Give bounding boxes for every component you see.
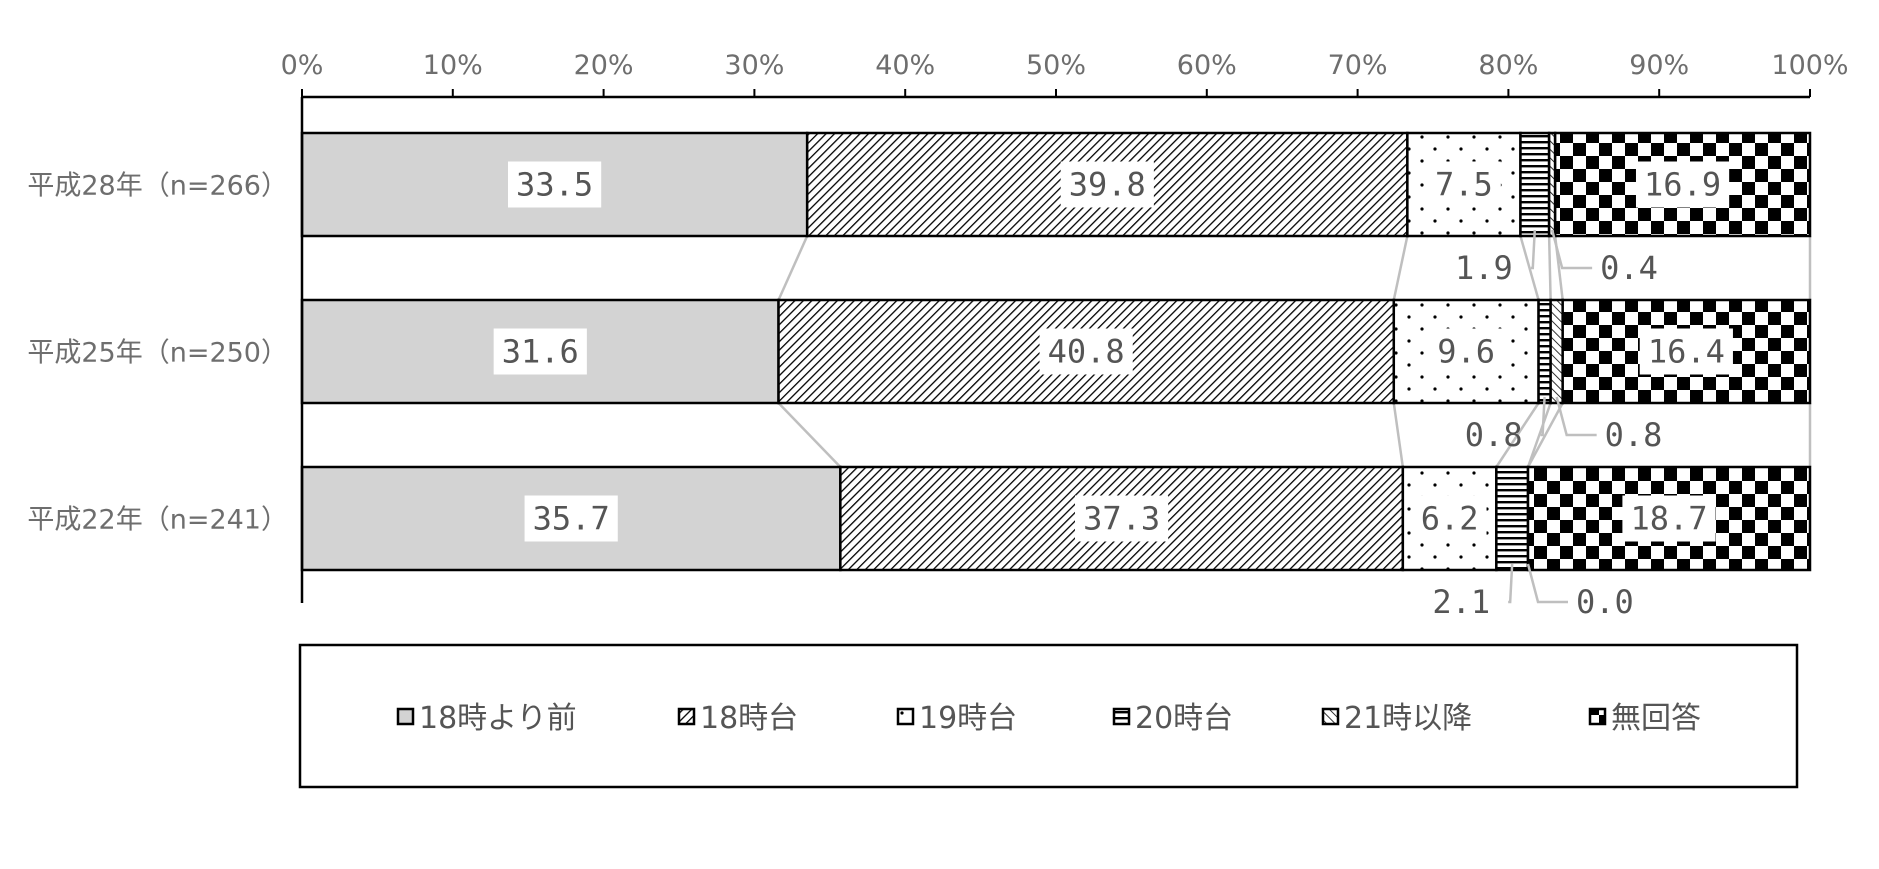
series-line (1392, 402, 1405, 468)
x-tick-label: 50% (1026, 50, 1086, 81)
x-tick-label: 70% (1328, 50, 1388, 81)
data-label: 2.1 (1432, 583, 1490, 621)
series-line (1519, 235, 1540, 301)
series-line (1526, 402, 1564, 468)
x-tick-label: 0% (281, 50, 324, 81)
legend-swatch (1588, 707, 1607, 726)
data-label: 18.7 (1630, 500, 1707, 538)
series-line (1392, 235, 1409, 301)
data-label: 33.5 (516, 166, 593, 204)
data-label: 40.8 (1048, 333, 1125, 371)
legend-label: 20時台 (1135, 701, 1233, 736)
x-tick-label: 10% (423, 50, 483, 81)
series-line (1547, 235, 1552, 301)
data-label-bg (1622, 495, 1716, 542)
data-label-bg (493, 328, 587, 375)
legend-box (298, 643, 1799, 789)
data-label: 1.9 (1455, 249, 1513, 287)
legend-label: 18時台 (700, 701, 798, 736)
data-label: 0.8 (1605, 416, 1663, 454)
x-tick-label: 80% (1478, 50, 1538, 81)
data-label-bg (1060, 161, 1154, 208)
data-label: 9.6 (1437, 333, 1495, 371)
data-label-leader (1526, 563, 1569, 604)
series-line (1526, 402, 1552, 468)
x-tick-label: 20% (574, 50, 634, 81)
data-label: 16.4 (1648, 333, 1725, 371)
data-label-bg (1039, 328, 1133, 375)
category-axis: 平成28年（n=266） 平成25年（n=250） 平成22年（n=241） (27, 171, 288, 536)
legend-swatch (1112, 707, 1131, 726)
legend-swatch (396, 707, 415, 726)
data-label-leader (1508, 563, 1514, 604)
x-tick-label: 30% (724, 50, 784, 81)
data-label-bg (1639, 328, 1733, 375)
x-tick-label: 60% (1177, 50, 1237, 81)
category-label: 平成22年（n=241） (27, 505, 288, 536)
data-label-bg (507, 161, 602, 208)
legend-swatch (1321, 707, 1340, 726)
data-label-leader (1540, 396, 1546, 437)
legend: 18時より前 18時台 19時台 20時台 21時以降 無回答 (298, 643, 1799, 789)
legend-swatch (896, 707, 915, 726)
x-axis: 0% 10% 20% 30% 40% 50% 60% 70% 80% 90% 100% (281, 50, 1849, 603)
legend-label: 21時以降 (1344, 701, 1472, 736)
data-labels: 33.5 39.8 7.5 1.9 0.4 16.9 31.6 40.8 9.6 0.8 0.8 16… (493, 161, 1733, 621)
series-line (777, 235, 809, 301)
data-label-leader (1555, 396, 1597, 437)
data-label-bg (1635, 161, 1730, 208)
series-connector-lines (777, 235, 1812, 468)
data-label-bg (524, 495, 618, 542)
category-label: 平成25年（n=250） (27, 338, 288, 369)
data-label: 39.8 (1069, 166, 1146, 204)
bar-segment (1495, 465, 1530, 572)
legend-label: 無回答 (1611, 701, 1701, 736)
series-line (1495, 402, 1540, 468)
x-tick-label: 100% (1771, 50, 1848, 81)
data-label: 0.4 (1600, 249, 1658, 287)
data-label: 37.3 (1083, 500, 1160, 538)
bar-segment (1519, 131, 1551, 238)
legend-label: 18時より前 (419, 701, 577, 736)
data-label-bg (1412, 495, 1487, 542)
data-label: 35.7 (533, 500, 610, 538)
series-line (777, 402, 842, 468)
bar-segment (1537, 298, 1552, 405)
data-label: 0.0 (1576, 583, 1634, 621)
data-label-bg (1426, 161, 1501, 208)
data-label-bg (1074, 495, 1169, 542)
data-label: 7.5 (1435, 166, 1493, 204)
data-label: 6.2 (1421, 500, 1479, 538)
x-tick-label: 90% (1629, 50, 1689, 81)
data-label-leader (1550, 229, 1593, 270)
bar-segment (1549, 298, 1564, 405)
data-label-bg (1429, 328, 1504, 375)
data-label-leader (1530, 229, 1537, 270)
legend-label: 19時台 (919, 701, 1017, 736)
x-tick-label: 40% (875, 50, 935, 81)
bar-segment (1406, 131, 1522, 238)
category-label: 平成28年（n=266） (27, 171, 288, 202)
legend-swatch (677, 707, 696, 726)
data-label: 31.6 (502, 333, 579, 371)
data-label: 0.8 (1465, 416, 1523, 454)
data-label: 16.9 (1644, 166, 1721, 204)
